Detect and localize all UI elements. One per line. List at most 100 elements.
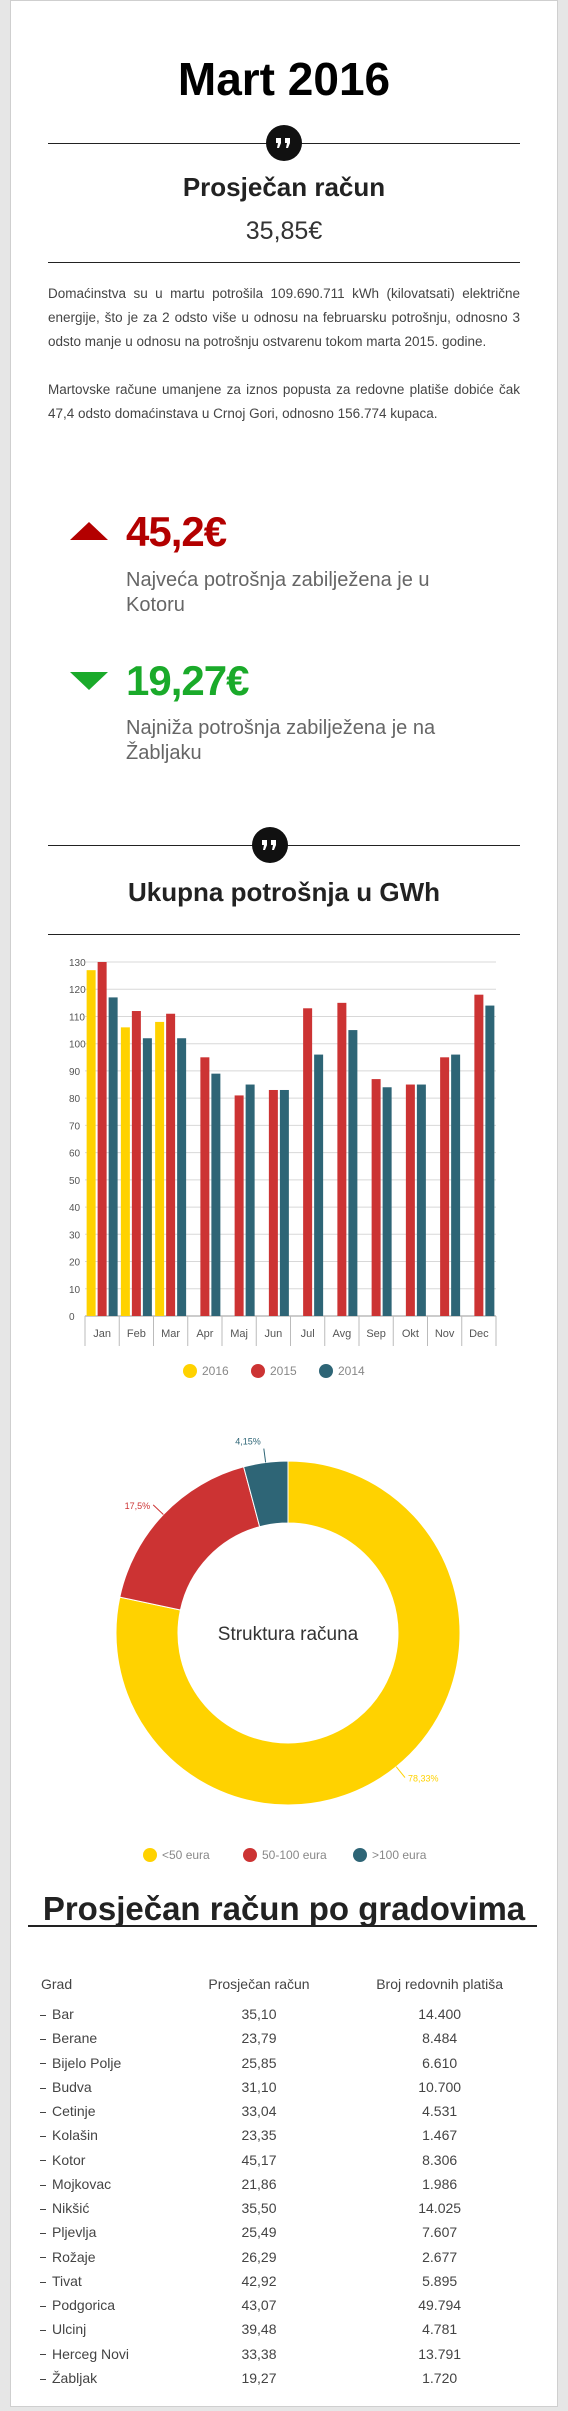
bar — [108, 997, 118, 1316]
table-cell: Tivat — [40, 2269, 179, 2293]
table-row: Herceg Novi 33,38 13.791 — [40, 2342, 540, 2366]
table-cell: Kolašin — [40, 2123, 179, 2147]
cell-value: 6.610 — [422, 2054, 458, 2071]
table-cell: 23,79 — [179, 2026, 340, 2050]
y-tick-label: 30 — [69, 1230, 81, 1241]
bar — [86, 970, 96, 1316]
y-tick-label: 40 — [69, 1203, 81, 1214]
table-cell: 19,27 — [179, 2366, 340, 2390]
table-cell: 1.720 — [339, 2366, 540, 2390]
donut-slice — [243, 1460, 289, 1528]
table-row: Budva 31,10 10.700 — [40, 2075, 540, 2099]
cell-value: 14.025 — [418, 2200, 462, 2217]
slice-label: 4,15% — [235, 1437, 261, 1447]
legend-swatch — [243, 1848, 257, 1862]
table-cell: 2.677 — [339, 2245, 540, 2269]
table-cell: 39,48 — [179, 2317, 340, 2341]
cell-value: 25,85 — [241, 2054, 277, 2071]
table-cell: 33,38 — [179, 2342, 340, 2366]
city-name: Budva — [52, 2078, 92, 2095]
bar — [303, 1008, 313, 1316]
donut-chart: 78,33% 17,5% 4,15% Struktura računa <50 eura… — [115, 1437, 461, 1862]
x-tick-label: Okt — [402, 1328, 419, 1340]
table-cell: 26,29 — [179, 2245, 340, 2269]
table-cell: 10.700 — [339, 2075, 540, 2099]
city-name: Tivat — [52, 2272, 82, 2289]
cell-value: 21,86 — [241, 2175, 277, 2192]
bar — [131, 1011, 141, 1316]
legend-label: 2016 — [202, 1364, 229, 1378]
max-note: Najveća potrošnja zabilježena je u Kotor… — [126, 569, 430, 616]
city-name: Berane — [52, 2030, 98, 2047]
table-cell: 4.531 — [339, 2099, 540, 2123]
column-header: Grad — [41, 1976, 73, 1992]
table-row: Ulcinj 39,48 4.781 — [40, 2317, 540, 2341]
table-row: Berane 23,79 8.484 — [40, 2026, 540, 2050]
cell-value: 26,29 — [241, 2248, 277, 2265]
table-cell: 43,07 — [179, 2293, 340, 2317]
bar-chart: 0 10 20 30 40 50 60 70 80 90 100 110 120 130 Jan Feb Mar… — [69, 958, 497, 1378]
city-table: Grad Prosječan račun Broj redovnih platiša… — [40, 1966, 540, 2390]
city-name: Pljevlja — [52, 2224, 97, 2241]
cell-value: 10.700 — [418, 2078, 462, 2095]
cell-value: 1.720 — [422, 2369, 458, 2386]
bar — [451, 1054, 461, 1316]
table-row: Mojkovac 21,86 1.986 — [40, 2172, 540, 2196]
table-cell: 1.986 — [339, 2172, 540, 2196]
paragraph: Martovske račune umanjene za iznos popus… — [48, 382, 520, 421]
quote-icon — [252, 827, 288, 863]
bar — [485, 1005, 495, 1316]
x-tick-label: Maj — [230, 1328, 248, 1340]
table-cell: Rožaje — [40, 2245, 179, 2269]
cell-value: 31,10 — [241, 2078, 277, 2095]
table-cell: 23,35 — [179, 2123, 340, 2147]
x-tick-label: Sep — [366, 1328, 386, 1340]
max-value: 45,2€ — [126, 508, 227, 555]
cell-value: 23,35 — [241, 2127, 277, 2144]
city-name: Herceg Novi — [52, 2345, 130, 2362]
min-value: 19,27€ — [126, 657, 249, 704]
bar — [97, 962, 107, 1316]
table-title: Prosječan račun po gradovima — [42, 1890, 526, 1927]
bullet — [40, 2087, 46, 2089]
table-cell: Bar — [40, 2002, 179, 2026]
table-cell: 7.607 — [339, 2220, 540, 2244]
bar — [474, 994, 484, 1316]
table-cell: 6.610 — [339, 2051, 540, 2075]
y-tick-label: 100 — [69, 1040, 86, 1051]
table-cell: Nikšić — [40, 2196, 179, 2220]
y-tick-label: 10 — [69, 1285, 81, 1296]
average-bill: 35,85€ — [245, 217, 323, 245]
label-leader — [263, 1448, 267, 1463]
table-cell: 8.306 — [339, 2148, 540, 2172]
bar — [268, 1089, 278, 1316]
legend-label: 50-100 eura — [262, 1848, 327, 1862]
legend-swatch — [353, 1848, 367, 1862]
y-tick-label: 70 — [69, 1121, 81, 1132]
legend-swatch — [183, 1364, 197, 1378]
bar — [371, 1079, 381, 1316]
bar — [120, 1027, 130, 1316]
table-cell: 35,50 — [179, 2196, 340, 2220]
chart-title: Ukupna potrošnja u GWh — [128, 877, 440, 907]
header-row: Grad Prosječan račun Broj redovnih platiša — [40, 1966, 540, 2002]
bar — [166, 1013, 176, 1316]
table-cell: Berane — [40, 2026, 179, 2050]
table-cell: Kotor — [40, 2148, 179, 2172]
table-row: Pljevlja 25,49 7.607 — [40, 2220, 540, 2244]
bullet — [40, 2184, 46, 2186]
bar — [245, 1084, 255, 1316]
cell-value: 8.484 — [422, 2030, 458, 2047]
bullet — [40, 2014, 46, 2016]
bar — [234, 1095, 244, 1316]
city-name: Rožaje — [52, 2248, 96, 2265]
x-tick-label: Feb — [127, 1328, 146, 1340]
cell-value: 4.531 — [422, 2103, 458, 2120]
divider — [28, 1925, 537, 1927]
up-arrow — [70, 522, 108, 540]
table-cell: 14.025 — [339, 2196, 540, 2220]
cell-value: 7.607 — [422, 2224, 458, 2241]
bar — [200, 1057, 210, 1316]
cell-value: 35,10 — [241, 2006, 277, 2023]
